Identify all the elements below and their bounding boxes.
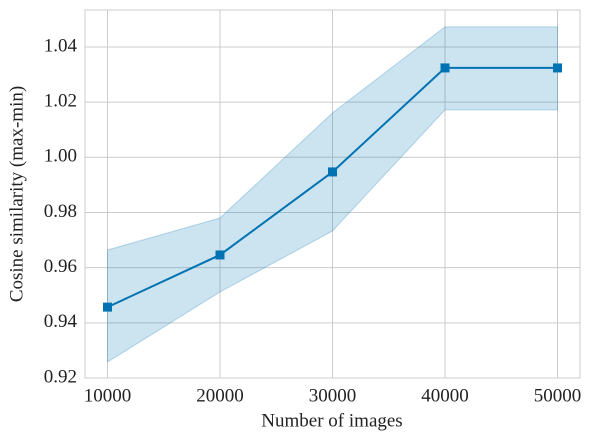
y-axis-label: Cosine similarity (max-min) bbox=[6, 86, 27, 302]
x-tick-label: 20000 bbox=[196, 385, 244, 406]
marker bbox=[553, 63, 562, 73]
x-tick-label: 30000 bbox=[309, 385, 357, 406]
x-tick-label: 40000 bbox=[421, 385, 469, 406]
y-tick-label: 1.02 bbox=[44, 90, 77, 111]
y-tick-label: 0.98 bbox=[44, 201, 77, 222]
marker bbox=[215, 250, 225, 260]
y-tick-label: 0.92 bbox=[44, 366, 77, 387]
x-tick-label: 50000 bbox=[534, 385, 582, 406]
marker bbox=[328, 167, 337, 177]
marker bbox=[440, 63, 450, 73]
marker bbox=[103, 302, 112, 312]
y-tick-label: 1.00 bbox=[44, 146, 77, 167]
confidence-band bbox=[107, 26, 558, 363]
y-tick-label: 1.04 bbox=[44, 35, 78, 56]
y-tick-label: 0.94 bbox=[44, 311, 78, 332]
y-tick-label: 0.96 bbox=[44, 256, 77, 277]
x-axis-label: Number of images bbox=[261, 410, 402, 431]
plot-frame bbox=[84, 9, 581, 379]
x-tick-label: 10000 bbox=[84, 385, 132, 406]
